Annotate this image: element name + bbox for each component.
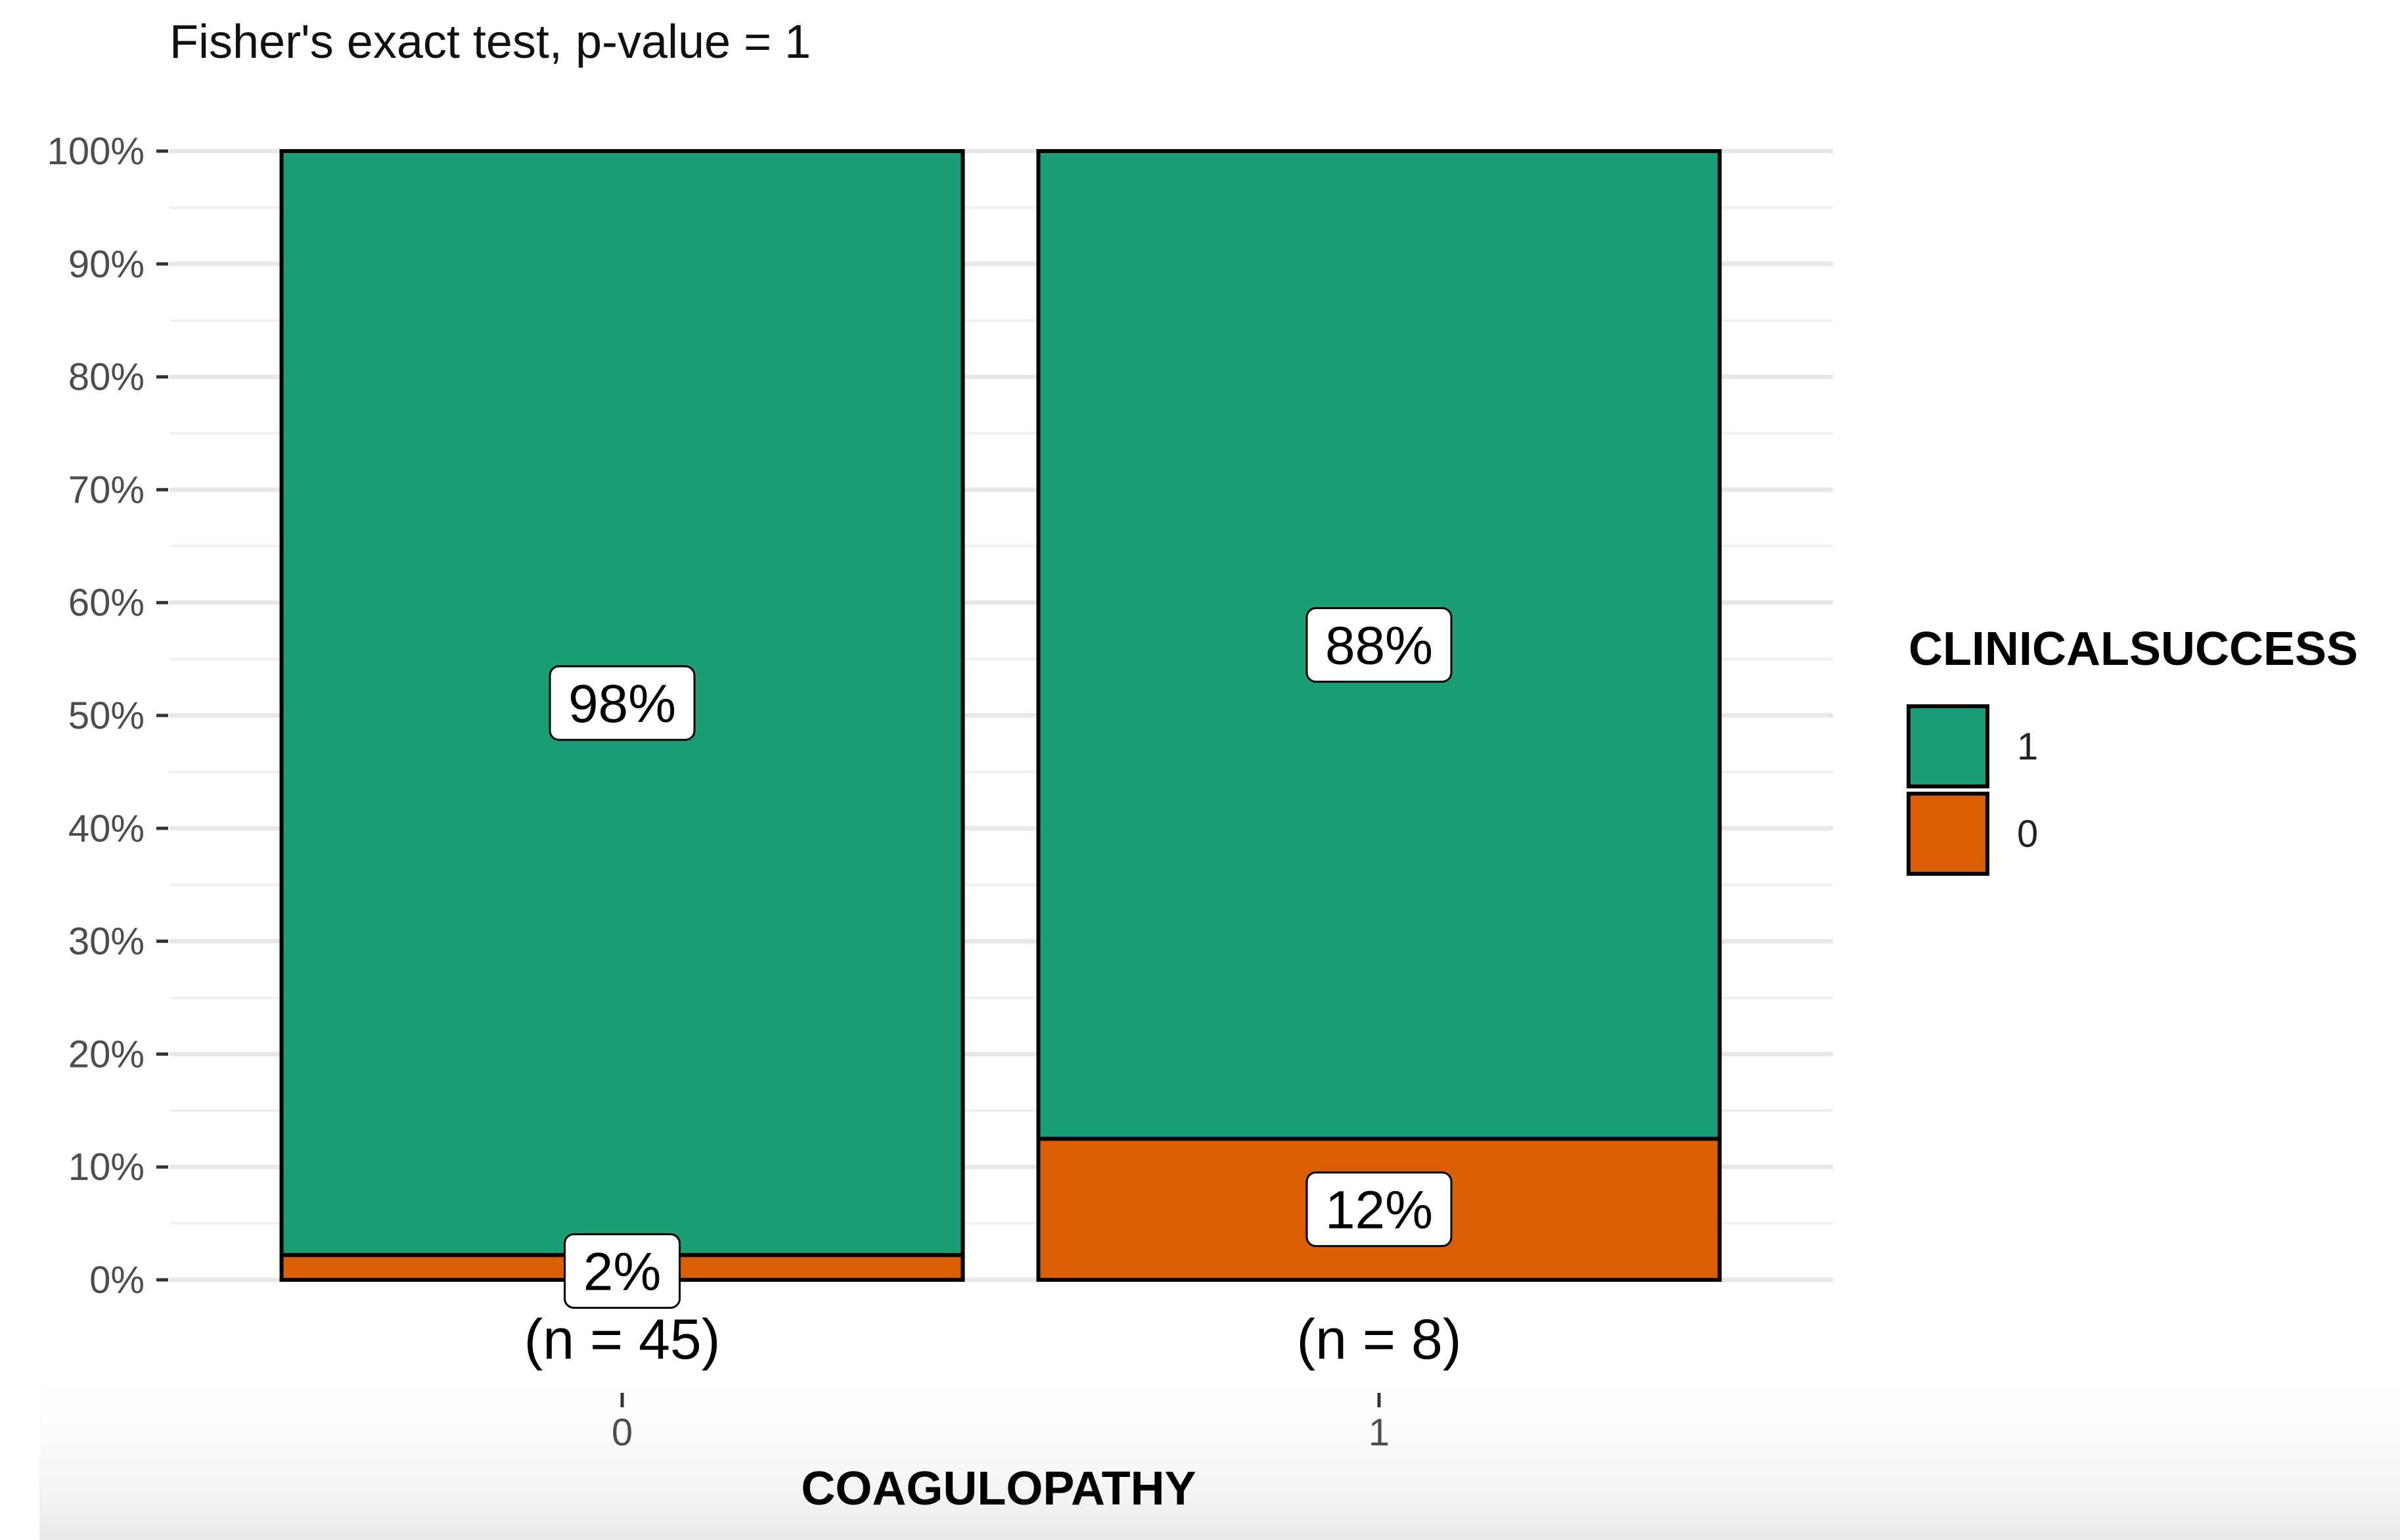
y-tick-label: 100%: [47, 130, 145, 173]
data-label-0-series-0: 2%: [564, 1233, 681, 1309]
y-tick-label: 90%: [68, 243, 145, 286]
data-label-1-series-0: 12%: [1305, 1171, 1453, 1248]
data-label-text: 2%: [583, 1242, 662, 1302]
legend-label-0: 0: [2017, 813, 2038, 855]
data-label-0-series-1: 98%: [549, 665, 696, 741]
y-axis: 0% 10% 20% 30% 40% 50% 60% 70% 80% 90% 100%: [47, 130, 168, 1302]
y-tick-label: 20%: [68, 1033, 145, 1076]
x-tick-label-1: 1: [1369, 1411, 1390, 1454]
x-axis-title: COAGULOPATHY: [801, 1462, 1196, 1515]
y-tick-label: 50%: [68, 694, 145, 737]
count-label-1: (n = 8): [1297, 1308, 1462, 1371]
legend: CLINICALSUCCESS 1 0: [1907, 623, 2358, 876]
data-label-text: 98%: [568, 674, 676, 734]
data-label-1-series-1: 88%: [1305, 607, 1453, 683]
y-tick-label: 0%: [89, 1259, 145, 1302]
y-tick-label: 40%: [68, 807, 145, 850]
data-label-box: [549, 665, 696, 741]
y-tick-label: 10%: [68, 1146, 145, 1189]
count-label-0: (n = 45): [524, 1308, 721, 1371]
y-tick-label: 70%: [68, 468, 145, 511]
data-labels-layer: 2% 98% 12% 88%: [549, 607, 1453, 1309]
x-axis: (n = 45) 0 (n = 8) 1: [524, 1308, 1462, 1454]
bars-layer: [279, 149, 1722, 1282]
legend-title: CLINICALSUCCESS: [1909, 623, 2358, 675]
y-tick-label: 80%: [68, 356, 145, 399]
legend-swatch-0: [1907, 792, 1989, 876]
data-label-box: [564, 1233, 681, 1309]
data-label-box: [1305, 1171, 1453, 1248]
data-label-text: 88%: [1325, 616, 1433, 676]
y-tick-label: 30%: [68, 920, 145, 963]
x-tick-label-0: 0: [612, 1411, 633, 1454]
legend-swatch-1: [1907, 704, 1989, 788]
chart-subtitle: Fisher's exact test, p-value = 1: [170, 16, 811, 68]
y-tick-label: 60%: [68, 581, 145, 624]
data-label-text: 12%: [1325, 1181, 1433, 1240]
bottom-shade: [39, 1367, 2400, 1540]
legend-label-1: 1: [2017, 725, 2038, 768]
data-label-box: [1305, 607, 1453, 683]
